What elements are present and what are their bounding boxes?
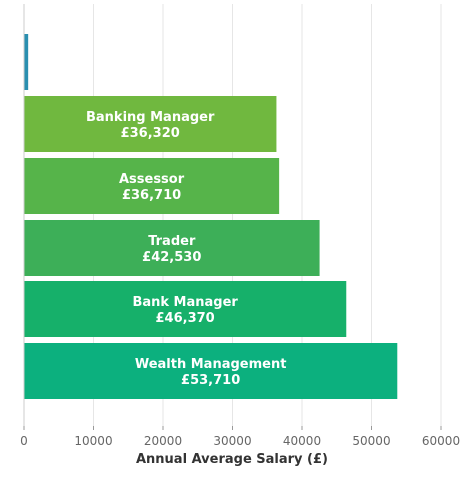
bar-value-label: £36,320 xyxy=(121,126,180,141)
x-axis-title: Annual Average Salary (£) xyxy=(136,452,328,467)
bar-value-label: £46,370 xyxy=(156,311,215,326)
bar-category-label: Trader xyxy=(148,234,196,249)
bar-category-label: Bank Manager xyxy=(132,295,238,310)
x-tick-label: 10000 xyxy=(74,434,112,448)
grid-lines xyxy=(23,4,442,426)
bar-category-label: Assessor xyxy=(119,172,185,187)
bar xyxy=(24,220,320,276)
bar xyxy=(24,343,398,399)
bar-value-label: £42,530 xyxy=(142,250,201,265)
x-tick-label: 30000 xyxy=(213,434,251,448)
bar xyxy=(24,96,277,152)
bar-category-label: Banking Manager xyxy=(86,110,215,125)
x-tick-label: 40000 xyxy=(283,434,321,448)
bar-category-label: Wealth Management xyxy=(135,357,287,372)
x-tick-label: 60000 xyxy=(422,434,460,448)
x-tick-label: 0 xyxy=(20,434,28,448)
x-tick-label: 20000 xyxy=(144,434,182,448)
bar xyxy=(24,34,29,90)
bar-value-label: £53,710 xyxy=(181,373,240,388)
x-axis: 0 10000 20000 30000 40000 50000 60000 xyxy=(20,4,460,448)
bar xyxy=(24,281,347,337)
bars: Banking Manager£36,320 Assessor£36,710 Tra… xyxy=(24,34,398,399)
bar-value-label: £36,710 xyxy=(122,188,181,203)
bar xyxy=(24,158,280,214)
x-tick-label: 50000 xyxy=(352,434,390,448)
